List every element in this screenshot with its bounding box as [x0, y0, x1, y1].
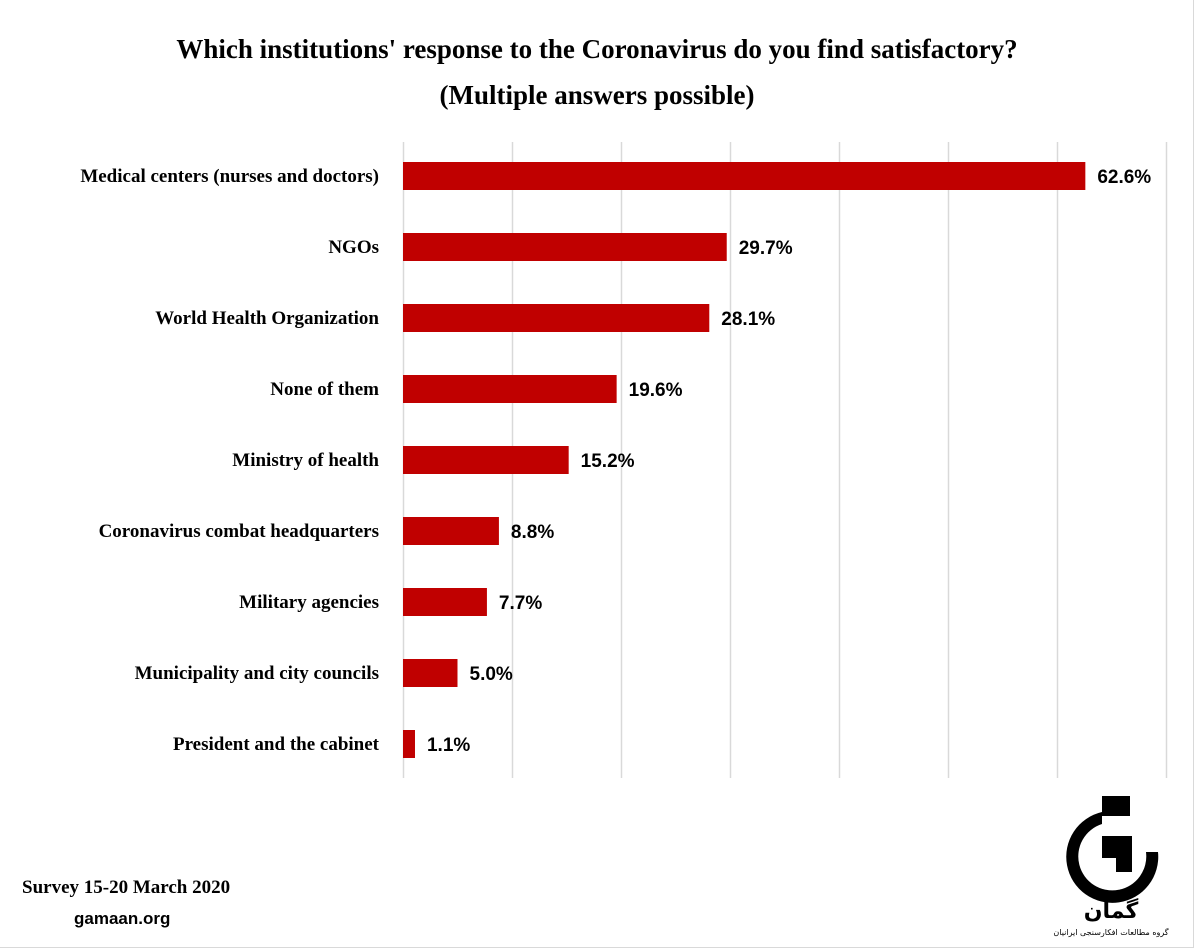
- survey-note: Survey 15-20 March 2020: [22, 877, 231, 898]
- category-label: Ministry of health: [232, 450, 379, 471]
- data-label: 8.8%: [511, 522, 554, 543]
- bar: [403, 588, 487, 616]
- category-label: None of them: [270, 379, 379, 400]
- category-label: NGOs: [328, 237, 379, 258]
- data-label: 29.7%: [739, 238, 793, 259]
- category-label: Coronavirus combat headquarters: [99, 521, 379, 542]
- bar: [403, 446, 569, 474]
- category-label: President and the cabinet: [173, 734, 380, 755]
- data-label: 15.2%: [581, 451, 635, 472]
- data-label: 5.0%: [470, 664, 513, 685]
- bar: [403, 375, 617, 403]
- data-label: 1.1%: [427, 735, 470, 756]
- category-label: Medical centers (nurses and doctors): [80, 166, 379, 187]
- category-label: World Health Organization: [155, 308, 379, 329]
- category-label: Municipality and city councils: [135, 663, 379, 684]
- bar: [403, 517, 499, 545]
- logo-wordmark: گمان: [1084, 897, 1139, 924]
- data-label: 19.6%: [629, 380, 683, 401]
- data-label: 62.6%: [1097, 167, 1151, 188]
- source-link: gamaan.org: [74, 909, 171, 928]
- data-label: 7.7%: [499, 593, 542, 614]
- data-label: 28.1%: [721, 309, 775, 330]
- bar: [403, 233, 727, 261]
- gamaan-logo-icon: گمان گروه مطالعات افکارسنجی ایرانیان: [1053, 796, 1169, 937]
- category-label: Military agencies: [239, 592, 379, 613]
- bar: [403, 304, 710, 332]
- bar: [403, 730, 415, 758]
- chart-subtitle: (Multiple answers possible): [439, 80, 755, 110]
- chart-title: Which institutions' response to the Coro…: [176, 34, 1018, 64]
- bar: [403, 162, 1086, 190]
- logo-tagline: گروه مطالعات افکارسنجی ایرانیان: [1053, 927, 1168, 937]
- bar: [403, 659, 458, 687]
